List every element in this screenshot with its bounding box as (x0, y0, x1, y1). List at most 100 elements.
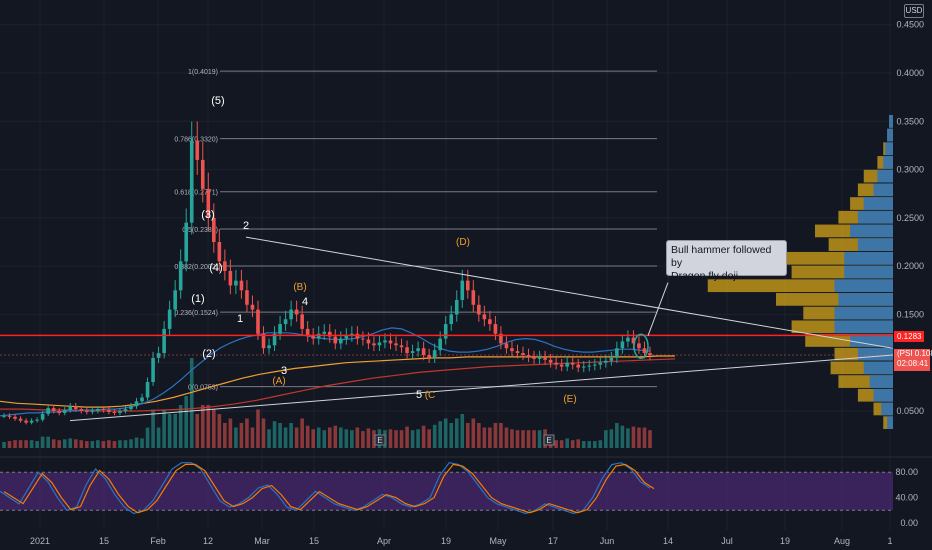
candle-body (145, 382, 150, 398)
fib-level-label: 0.618(0.2771) (174, 190, 218, 197)
volume-bar (129, 439, 133, 448)
time-axis-tick: 19 (780, 536, 790, 546)
candle-body (399, 345, 404, 348)
volume-bar (372, 430, 376, 448)
candle-body (333, 336, 338, 344)
candle-body (648, 353, 652, 355)
candle-body (184, 222, 189, 262)
volume-bar (200, 405, 205, 448)
candle-body (195, 140, 200, 160)
candle-body (526, 354, 531, 357)
candle-body (134, 401, 139, 407)
volume-bar (510, 429, 514, 448)
volume-bar (648, 430, 652, 448)
annotation-callout[interactable]: Bull hammer followed by Dragon fly doji (666, 240, 787, 282)
candle-body (239, 280, 244, 291)
candle-body (410, 351, 415, 354)
volume-bar (305, 425, 310, 448)
candle-body (212, 217, 216, 243)
candle-body (482, 314, 487, 320)
time-axis-tick: Apr (377, 536, 391, 546)
wave-label: 4 (302, 296, 308, 308)
wave-label: 5 (416, 389, 422, 401)
wave-label: (3) (201, 209, 214, 221)
time-axis-tick: Jul (721, 536, 733, 546)
volume-profile-row-down (850, 334, 893, 347)
candle-body (642, 348, 647, 354)
volume-bar (399, 430, 404, 448)
time-axis[interactable]: 2021 15 Feb 12 Mar 15 Apr 19 May 17 Jun 14 Jul 19 Aug 1 (30, 536, 893, 546)
volume-bar (184, 396, 189, 448)
candle-body (294, 309, 299, 315)
volume-bar (339, 427, 343, 448)
candle-body (460, 280, 465, 300)
volume-bar (46, 436, 50, 448)
time-axis-tick: 17 (548, 536, 558, 546)
volume-bar (361, 431, 365, 448)
volume-bar (101, 441, 106, 448)
volume-profile-row-down (838, 293, 893, 306)
time-axis-tick: Feb (150, 536, 166, 546)
volume-bar (13, 440, 17, 448)
volume-bar (642, 427, 647, 448)
volume-bar (24, 440, 28, 448)
time-axis-tick: 15 (309, 536, 319, 546)
volume-profile-row-down (869, 375, 893, 388)
candle-body (587, 365, 592, 367)
candlesticks (2, 121, 652, 425)
candle-body (344, 335, 349, 339)
candle-body (250, 304, 255, 310)
volume-profile-row-down (873, 183, 893, 197)
volume-bar (598, 440, 603, 448)
candle-body (189, 140, 194, 223)
wave-label: 2 (243, 220, 249, 232)
volume-bar (526, 430, 531, 448)
volume-bar (123, 440, 128, 448)
volume-bar (311, 429, 315, 448)
volume-bar (51, 439, 56, 448)
lower-trendline (69, 354, 894, 422)
fib-level-label: 0.786(0.3320) (174, 137, 218, 144)
candle-body (432, 350, 437, 358)
volume-bar (620, 425, 625, 448)
volume-bar (443, 418, 448, 448)
candle-body (79, 409, 84, 411)
currency-button[interactable]: USD (904, 4, 924, 18)
volume-bar (167, 414, 172, 448)
volume-bar (118, 440, 122, 448)
candle-body (13, 416, 17, 419)
candle-body (465, 280, 470, 291)
volume-bar (278, 423, 282, 448)
candle-body (592, 364, 597, 366)
volume-bar (18, 440, 23, 448)
volume-bar (449, 423, 454, 448)
candle-body (471, 290, 476, 305)
ma-line-red (0, 358, 676, 412)
candle-body (200, 159, 205, 189)
trendlines[interactable] (0, 236, 894, 422)
candle-body (118, 411, 122, 413)
volume-bar (173, 414, 177, 448)
callout-pointer (647, 282, 669, 336)
wave-label: (4) (209, 262, 222, 274)
fib-level-label: 0.382(0.2002) (174, 264, 218, 271)
time-axis-tick: Aug (834, 536, 850, 546)
candle-body (167, 309, 172, 329)
volume-bar (333, 425, 338, 448)
fib-level-label: 0.236(0.1524) (174, 310, 218, 317)
volume-bar (162, 409, 166, 448)
candle-body (18, 418, 23, 421)
time-axis-tick: 15 (99, 536, 109, 546)
candle-body (46, 408, 50, 414)
candle-body (62, 410, 67, 413)
volume-profile-row-down (889, 115, 893, 128)
fibonacci-retracement[interactable]: 1(0.4019) 0.786(0.3320) 0.618(0.2771) 0.5(0… (174, 69, 657, 392)
candle-body (377, 342, 382, 346)
candle-body (223, 261, 227, 271)
wave-labels: (5) (3) (4) 2 (1) (2) 1 3 4 5 (D) (B) (A) (C (E) (191, 95, 576, 405)
candle-body (228, 270, 233, 286)
candle-body (449, 314, 454, 325)
ma-line-orange (0, 355, 675, 408)
